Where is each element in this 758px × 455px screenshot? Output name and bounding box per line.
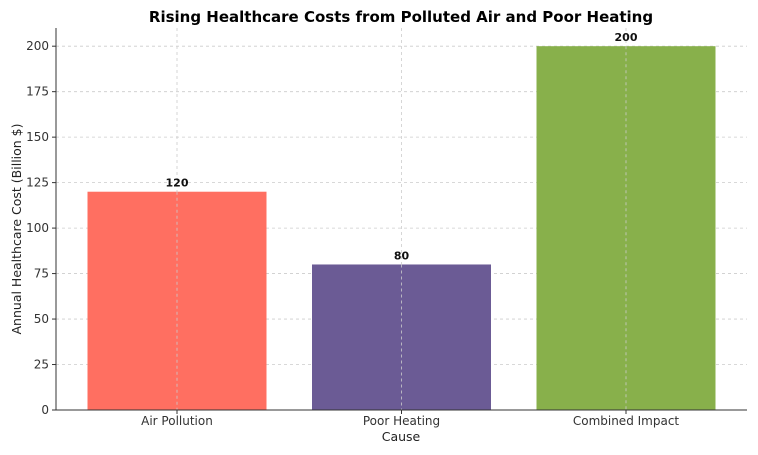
bar-value-label: 120 [166,177,189,190]
y-tick-label: 175 [26,85,49,99]
y-tick-label: 25 [34,358,49,372]
axes-layer [52,28,747,414]
y-tick-label: 50 [34,312,49,326]
y-tick-label: 75 [34,267,49,281]
bars-layer [87,46,716,410]
labels-layer: 0 25 50 75 100 125 150 175 200 120 Air Pollution 80… [26,31,679,428]
x-tick-label: Combined Impact [573,414,680,428]
x-tick-label: Poor Heating [363,414,440,428]
x-axis-label: Cause [382,429,421,444]
chart-title: Rising Healthcare Costs from Polluted Ai… [149,8,653,26]
y-axis-label: Annual Healthcare Cost (Billion $) [9,123,24,334]
bar-value-label: 200 [615,31,638,44]
y-tick-label: 125 [26,176,49,190]
y-tick-label: 100 [26,221,49,235]
x-tick-label: Air Pollution [141,414,213,428]
y-tick-label: 0 [41,403,49,417]
bar-value-label: 80 [394,249,410,262]
y-tick-label: 150 [26,130,49,144]
y-tick-label: 200 [26,39,49,53]
